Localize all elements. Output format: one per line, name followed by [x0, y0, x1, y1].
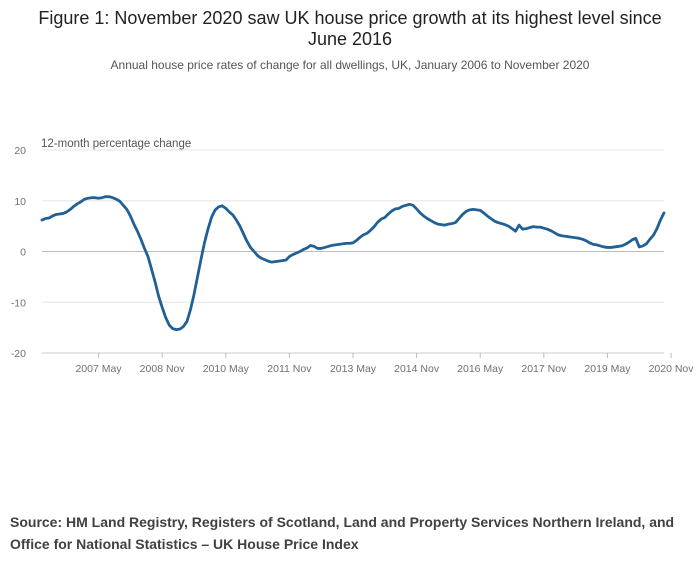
- chart-subtitle: Annual house price rates of change for a…: [110, 58, 590, 72]
- y-tick-label: -10: [11, 297, 26, 309]
- x-tick-label: 2017 Nov: [521, 363, 567, 375]
- x-tick-label: 2013 May: [330, 363, 377, 375]
- series-line-uk: [40, 195, 666, 332]
- chart-title: Figure 1: November 2020 saw UK house pri…: [38, 8, 662, 49]
- x-tick-label: 2019 May: [584, 363, 631, 375]
- x-tick-label: 2011 Nov: [267, 363, 312, 375]
- gridlines: [42, 149, 664, 354]
- x-tick-label: 2007 May: [75, 363, 122, 375]
- x-tick-label: 2016 May: [457, 363, 504, 375]
- y-tick-label: 0: [20, 247, 26, 259]
- x-tick-label: 2010 May: [203, 363, 250, 375]
- x-tick-label: 2008 Nov: [140, 363, 186, 375]
- chart-area: 20 10 0 -10 -20 2007 May 2008 Nov 2010 May 2011 …: [11, 138, 694, 375]
- x-tick-label: 2014 Nov: [394, 363, 440, 375]
- x-tick-label: 2020 Nov: [649, 363, 695, 375]
- y-tick-label: 20: [14, 145, 26, 157]
- y-axis-label: 12-month percentage change: [41, 138, 191, 150]
- axes: 20 10 0 -10 -20 2007 May 2008 Nov 2010 May 2011 …: [11, 145, 694, 375]
- chart-source: Source: HM Land Registry, Registers of S…: [10, 514, 675, 552]
- y-tick-label: 10: [14, 196, 26, 208]
- y-tick-label: -20: [11, 348, 26, 360]
- series-layer: [40, 195, 666, 332]
